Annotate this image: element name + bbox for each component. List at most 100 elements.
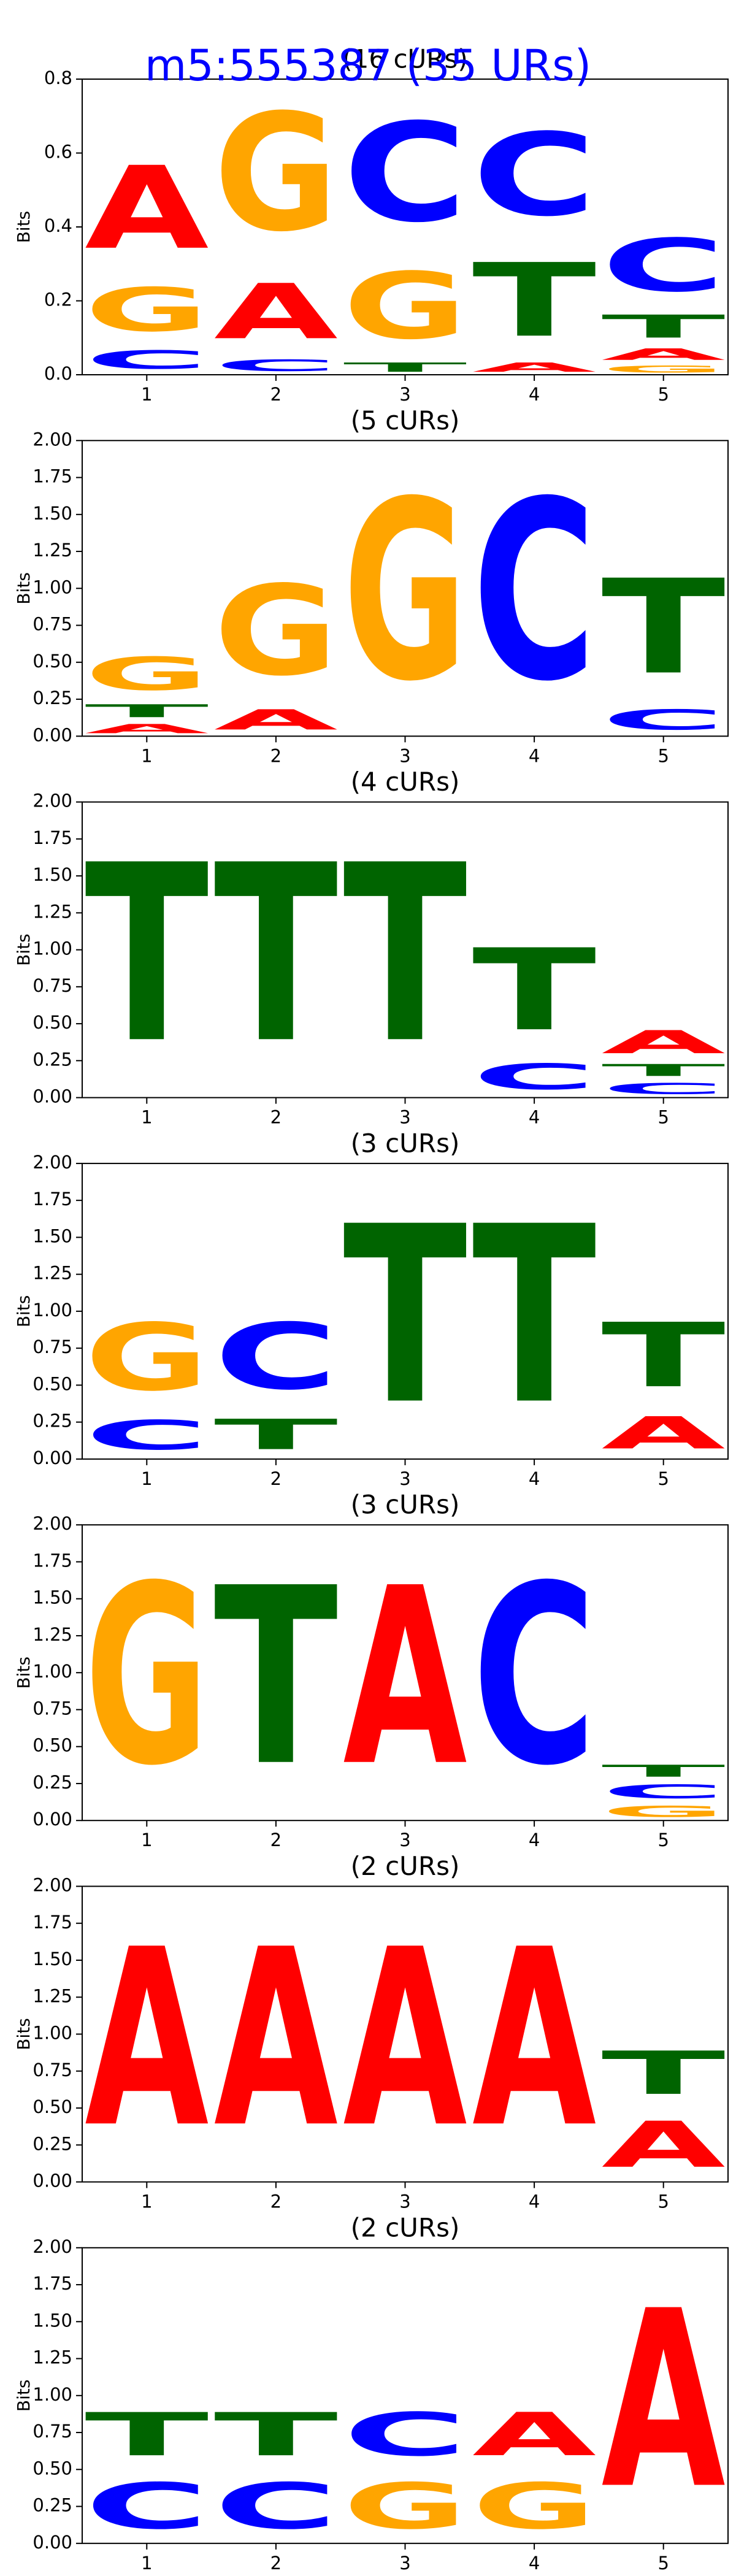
y-tick-label: 0.00: [33, 1809, 72, 1830]
logo-letter: A: [214, 268, 338, 356]
y-tick-label: 1.00: [33, 1661, 72, 1682]
logo-letter: C: [343, 2400, 467, 2469]
logo-letter: C: [602, 703, 726, 736]
logo-letter: T: [602, 552, 727, 703]
y-tick-label: 0.50: [33, 1373, 72, 1394]
logo-letter: G: [85, 1533, 209, 1820]
figure-title: m5:555387 (35 URs): [145, 40, 591, 91]
x-tick-label: 4: [529, 2553, 540, 2574]
y-tick-label: 0.25: [33, 688, 72, 708]
y-tick-label: 0.75: [33, 1698, 72, 1719]
x-tick-label: 2: [270, 2191, 282, 2212]
x-tick-label: 1: [141, 1107, 152, 1128]
y-tick-label: 1.50: [33, 503, 72, 524]
x-tick-label: 2: [270, 2553, 282, 2574]
logo-letter: G: [343, 2470, 467, 2543]
logo-letter: C: [602, 1781, 726, 1803]
y-axis-label: Bits: [13, 2380, 34, 2412]
y-tick-label: 1.50: [33, 1587, 72, 1608]
logo-letter: T: [602, 1304, 726, 1407]
logo-letter: C: [343, 94, 467, 252]
x-tick-label: 5: [657, 1468, 669, 1489]
x-tick-label: 4: [529, 1468, 540, 1489]
y-tick-label: 0.50: [33, 2096, 72, 2117]
y-tick-label: 2.00: [33, 2236, 72, 2257]
logo-letter: G: [214, 559, 338, 703]
y-tick-label: 1.00: [33, 2023, 72, 2044]
y-tick-label: 2.00: [33, 1875, 72, 1896]
logo-letter: A: [85, 143, 209, 275]
logo-letter: C: [472, 1533, 596, 1820]
plot-frame: [82, 1162, 729, 1460]
x-tick-label: 5: [657, 1107, 669, 1128]
y-tick-label: 1.25: [33, 540, 72, 561]
y-tick-label: 1.25: [33, 1985, 72, 2006]
x-tick-label: 5: [657, 2191, 669, 2212]
y-tick-label: 2.00: [33, 1513, 72, 1534]
logo-letter: G: [85, 1305, 209, 1412]
logo-letter: A: [602, 2260, 727, 2543]
logo-letter: C: [214, 2470, 338, 2543]
y-tick-label: 1.75: [33, 1550, 72, 1571]
panel-title: (16 cURs): [342, 44, 467, 74]
y-tick-label: 0.50: [33, 1012, 72, 1033]
y-axis-label: Bits: [13, 933, 34, 966]
panel-title: (5 cURs): [351, 405, 460, 435]
logo-letter: C: [472, 1056, 596, 1097]
y-tick-label: 0.25: [33, 2133, 72, 2154]
y-tick-label: 1.50: [33, 1225, 72, 1246]
y-tick-label: 0.50: [33, 1735, 72, 1756]
x-tick-label: 2: [270, 745, 282, 766]
logo-letter: T: [343, 1175, 468, 1459]
y-tick-label: 0.75: [33, 2060, 72, 2080]
logo-letter: A: [85, 721, 209, 736]
y-tick-label: 0.4: [44, 215, 72, 236]
logo-letter: T: [214, 1410, 338, 1459]
x-tick-label: 5: [657, 1830, 669, 1850]
plot-frame: [82, 1524, 729, 1822]
panel-title: (2 cURs): [351, 1851, 460, 1881]
y-tick-label: 0.00: [33, 724, 72, 745]
x-tick-label: 1: [141, 745, 152, 766]
logo-letter: T: [472, 242, 596, 359]
y-tick-label: 1.25: [33, 1263, 72, 1284]
logo-letter: T: [602, 1060, 726, 1079]
y-axis-label: Bits: [13, 211, 34, 243]
logo-letter: G: [472, 2470, 596, 2543]
y-tick-label: 0.25: [33, 1772, 72, 1793]
logo-letter: T: [85, 813, 210, 1097]
x-tick-label: 1: [141, 1830, 152, 1850]
y-tick-label: 1.25: [33, 1624, 72, 1645]
logo-letter: A: [602, 2108, 726, 2182]
x-tick-label: 2: [270, 1107, 282, 1128]
logo-letter: T: [85, 701, 209, 722]
x-tick-label: 3: [399, 2553, 410, 2574]
y-tick-label: 1.25: [33, 2347, 72, 2368]
y-tick-label: 0.25: [33, 1411, 72, 1432]
logo-letter: T: [602, 1761, 726, 1781]
y-tick-label: 1.75: [33, 2273, 72, 2294]
logo-letter: C: [472, 109, 596, 242]
y-axis-label: Bits: [13, 1657, 34, 1689]
x-tick-label: 3: [399, 1830, 410, 1850]
y-tick-label: 0.00: [33, 2532, 72, 2553]
y-tick-label: 2.00: [33, 429, 72, 450]
y-tick-label: 0.2: [44, 289, 72, 310]
panel-title: (3 cURs): [351, 1128, 460, 1158]
logo-letter: C: [472, 449, 596, 736]
y-tick-label: 0.75: [33, 1336, 72, 1357]
logo-letter: C: [602, 224, 726, 309]
logo-letter: T: [85, 2400, 209, 2469]
logo-letter: T: [214, 2400, 338, 2469]
logo-letter: G: [85, 648, 209, 700]
panel-title: (3 cURs): [351, 1490, 460, 1520]
x-tick-label: 2: [270, 1468, 282, 1489]
x-tick-label: 1: [141, 2191, 152, 2212]
logo-letter: C: [85, 345, 209, 375]
logo-letter: T: [472, 925, 596, 1056]
x-tick-label: 4: [529, 1107, 540, 1128]
logo-letter: T: [214, 813, 339, 1097]
logo-letter: G: [85, 275, 209, 345]
y-axis-label: Bits: [13, 1295, 34, 1328]
